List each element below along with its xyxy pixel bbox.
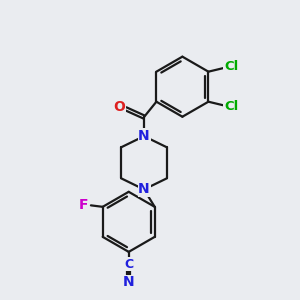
Text: F: F <box>79 198 88 212</box>
Text: O: O <box>113 100 125 114</box>
Text: C: C <box>124 258 133 271</box>
Text: Cl: Cl <box>224 60 238 73</box>
Text: N: N <box>123 275 134 290</box>
Text: N: N <box>138 182 150 197</box>
Text: N: N <box>138 129 150 143</box>
Text: Cl: Cl <box>224 100 238 113</box>
